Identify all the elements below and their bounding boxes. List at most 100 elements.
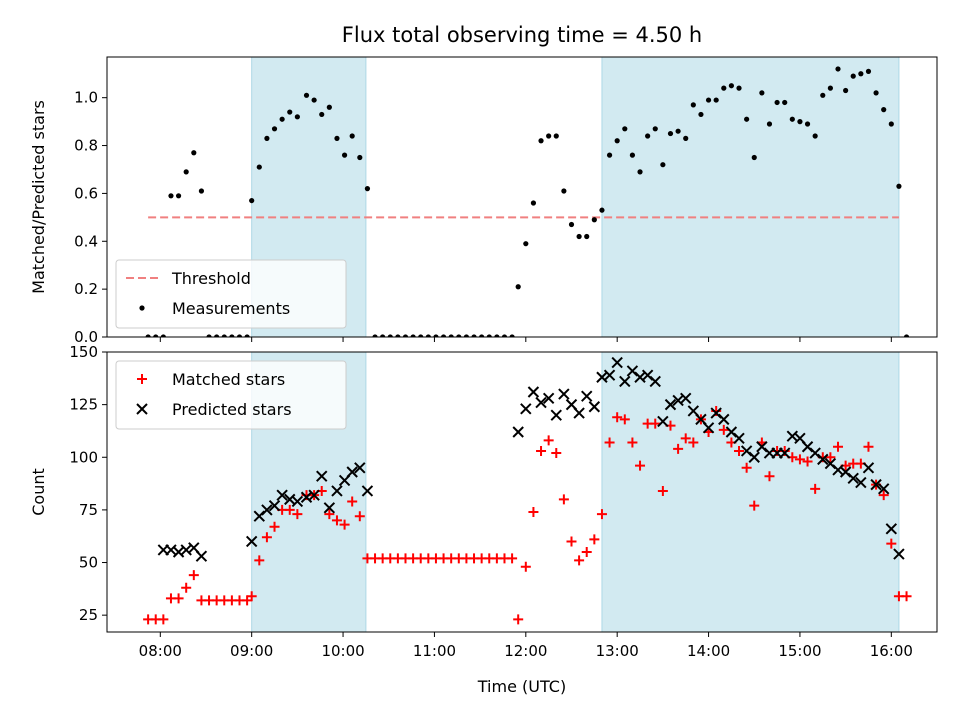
x-tick-label: 12:00	[504, 642, 547, 660]
bottom-legend-label: Predicted stars	[172, 400, 292, 419]
measurement-point	[448, 334, 454, 337]
matched-star-point	[543, 435, 554, 446]
matched-star-point	[331, 515, 342, 526]
measurement-point	[599, 207, 605, 213]
predicted-star-point	[276, 489, 288, 501]
measurement-point	[402, 334, 409, 337]
predicted-star-point	[664, 398, 677, 411]
measurement-point	[221, 334, 227, 337]
matched-star-point	[292, 509, 303, 520]
bottom-y-tick-label: 125	[69, 396, 98, 414]
predicted-star-point	[893, 548, 905, 560]
x-tick-label: 09:00	[230, 642, 273, 660]
measurement-point	[637, 169, 643, 175]
measurement-point	[175, 193, 182, 199]
x-tick-label: 16:00	[870, 642, 913, 660]
matched-star-point	[886, 538, 897, 549]
measurement-point	[229, 334, 235, 337]
measurement-point	[425, 334, 431, 337]
top-panel: 0.0 0.2 0.4 0.6 0.8 1.0 Matched/Predicted star…	[29, 56, 938, 346]
matched-star-point	[612, 412, 623, 423]
top-plot-area	[145, 57, 910, 337]
measurement-point	[294, 114, 300, 120]
measurement-point	[341, 152, 348, 158]
top-axes-frame	[106, 56, 938, 338]
predicted-star-point	[245, 535, 258, 548]
matched-star-point	[269, 521, 280, 532]
legend-predicted-swatch	[136, 403, 148, 415]
predicted-star-point	[527, 386, 540, 398]
measurement-point	[576, 233, 582, 240]
measurement-point	[759, 90, 765, 96]
bottom-y-axis-label: Count	[29, 468, 48, 516]
measurement-point	[553, 133, 559, 139]
matched-star-point	[158, 614, 169, 625]
matched-star-point	[863, 441, 874, 452]
measurement-point	[683, 135, 689, 141]
top-legend-box	[115, 259, 347, 329]
measurement-point	[168, 193, 174, 199]
measurement-point	[561, 188, 567, 194]
measurement-point	[614, 138, 620, 144]
bottom-legend-box	[115, 360, 347, 430]
measurement-point	[713, 97, 719, 103]
predicted-star-point	[885, 523, 898, 535]
matched-star-point	[589, 534, 600, 545]
predicted-star-point	[603, 369, 616, 381]
measurement-point	[501, 334, 508, 337]
measurement-point	[334, 135, 340, 141]
measurement-point	[705, 97, 712, 103]
measurement-point	[456, 334, 462, 337]
measurement-point	[303, 92, 310, 98]
measurement-point	[843, 87, 849, 94]
predicted-star-point	[748, 451, 760, 463]
top-y-tick-label: 0.2	[74, 280, 98, 298]
matched-star-point	[657, 485, 668, 496]
measurement-point	[797, 119, 803, 125]
measurement-point	[766, 121, 773, 127]
predicted-star-point	[354, 462, 366, 474]
measurement-point	[530, 200, 537, 206]
bottom-axes-frame	[106, 351, 938, 633]
measurement-point	[584, 233, 590, 240]
measurement-point	[881, 107, 887, 113]
measurement-point	[523, 241, 529, 247]
matched-star-point	[635, 460, 646, 471]
measurement-point	[418, 334, 424, 337]
measurement-point	[145, 334, 151, 337]
measurement-point	[198, 188, 205, 194]
measurement-point	[850, 73, 856, 79]
measurement-point	[264, 135, 270, 141]
matched-star-point	[246, 591, 257, 602]
x-tick-label: 14:00	[687, 642, 730, 660]
matched-star-point	[833, 441, 844, 452]
predicted-star-point	[649, 375, 661, 388]
measurement-point	[606, 152, 613, 158]
predicted-star-point	[542, 392, 555, 405]
top-legend: Threshold Measurements	[115, 259, 347, 329]
measurement-point	[675, 128, 681, 134]
measurement-point	[896, 183, 902, 189]
predicted-star-point	[331, 485, 343, 497]
measurement-point	[494, 334, 500, 337]
measurement-point	[568, 221, 575, 228]
measurement-point	[645, 133, 651, 139]
predicted-star-point	[847, 472, 859, 485]
measurement-point	[191, 150, 197, 156]
measurement-point	[690, 102, 696, 108]
predicted-star-point	[817, 453, 829, 466]
measurement-point	[160, 334, 166, 337]
top-y-tick-label: 1.0	[74, 89, 98, 107]
measurement-point	[279, 116, 285, 122]
measurement-point	[622, 126, 628, 132]
matched-star-point	[284, 504, 295, 515]
matched-star-point	[878, 490, 889, 501]
predicted-star-point	[535, 396, 547, 409]
measurement-point	[471, 334, 477, 337]
predicted-star-point	[581, 390, 593, 402]
matched-star-point	[627, 437, 638, 448]
predicted-star-point	[520, 403, 532, 415]
matched-star-point	[354, 511, 365, 522]
measurement-point	[463, 334, 470, 337]
